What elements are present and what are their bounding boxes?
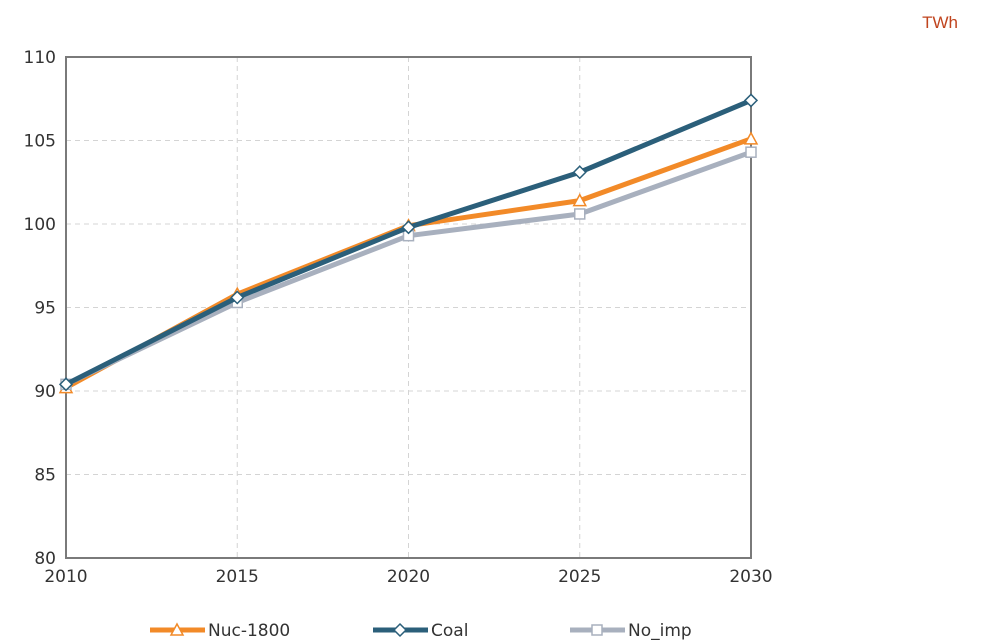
x-tick-label: 2010 xyxy=(44,567,87,587)
legend-item-nuc-1800: Nuc-1800 xyxy=(150,621,290,641)
data-point-coal xyxy=(58,377,74,392)
series-line-coal xyxy=(64,98,752,387)
legend-item-no-imp: No_imp xyxy=(570,621,692,641)
data-point-nuc-1800 xyxy=(743,131,759,145)
y-tick-label: 100 xyxy=(24,215,56,235)
unit-label: TWh xyxy=(922,13,958,32)
data-point-no-imp xyxy=(574,208,586,220)
data-point-coal xyxy=(230,290,245,305)
plot-border xyxy=(65,56,752,559)
legend-marker-coal xyxy=(392,622,408,638)
y-tick-label: 85 xyxy=(34,466,56,486)
legend-item-coal: Coal xyxy=(373,621,468,641)
legend-label-nuc-1800: Nuc-1800 xyxy=(208,621,290,641)
y-tick-label: 105 xyxy=(24,132,56,152)
x-tick-label: 2025 xyxy=(558,567,601,587)
x-tick-label: 2030 xyxy=(729,567,772,587)
y-tick-label: 95 xyxy=(34,299,56,319)
series-group xyxy=(58,93,759,394)
legend-label-no-imp: No_imp xyxy=(628,621,692,641)
data-point-no-imp xyxy=(745,146,757,158)
y-tick-label: 90 xyxy=(34,382,56,402)
tick-labels: 80 85 90 95 100 105 110 2010 2015 2020 2025 2030 xyxy=(24,48,773,587)
legend-marker-nuc-1800 xyxy=(169,622,185,636)
axes xyxy=(65,56,752,559)
series-coal xyxy=(58,93,759,392)
legend-marker-no-imp xyxy=(591,624,603,636)
legend-label-coal: Coal xyxy=(431,621,468,641)
grid-lines xyxy=(66,57,751,558)
data-point-coal xyxy=(401,220,416,235)
y-tick-label: 110 xyxy=(24,48,56,68)
y-tick-label: 80 xyxy=(34,549,56,569)
x-tick-label: 2020 xyxy=(387,567,430,587)
data-point-nuc-1800 xyxy=(572,193,588,207)
legend: Nuc-1800 Coal No_imp xyxy=(150,621,692,641)
series-nuc-1800 xyxy=(58,131,759,394)
data-point-coal xyxy=(572,165,587,180)
data-point-coal xyxy=(743,93,759,108)
x-tick-label: 2015 xyxy=(216,567,259,587)
